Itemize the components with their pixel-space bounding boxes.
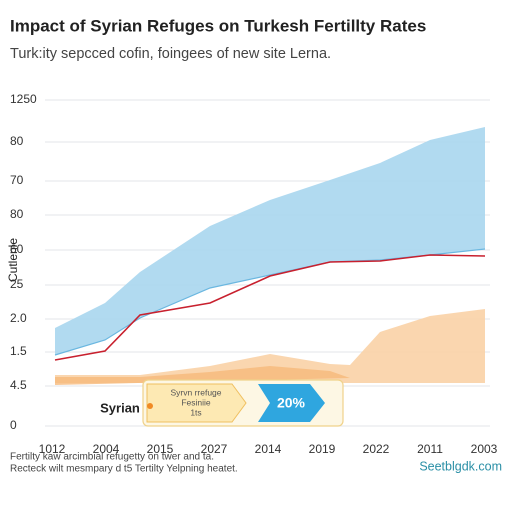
orange-area — [55, 309, 485, 383]
y-tick-label: 80 — [10, 207, 24, 221]
x-tick-label: 2027 — [201, 442, 228, 456]
y-ticks: 1250 80 70 80 60 25 2.0 1.5 4.5 0 — [10, 92, 37, 432]
y-tick-label: 60 — [10, 242, 24, 256]
x-tick-label: 2022 — [363, 442, 390, 456]
subtitle: Turk:ity sepcced cofin, foingees of new … — [10, 46, 331, 62]
badge-text: 20% — [277, 395, 306, 411]
x-tick-label: 2014 — [255, 442, 282, 456]
callout-line: 1ts — [190, 407, 201, 417]
y-tick-label: 2.0 — [10, 311, 27, 325]
footnote: Fertilty kaw arcimbial refugetty on twer… — [10, 452, 214, 463]
x-ticks: 1012 2004 2015 2027 2014 2019 2022 2011 2003 — [39, 442, 498, 456]
y-tick-label: 4.5 — [10, 378, 27, 392]
x-tick-label: 2015 — [147, 442, 174, 456]
title: Impact of Syrian Refuges on Turkesh Fert… — [10, 16, 426, 35]
y-tick-label: 25 — [10, 277, 24, 291]
y-tick-label: 1.5 — [10, 344, 27, 358]
x-tick-label: 2004 — [93, 442, 120, 456]
callout-label: Syrian — [100, 400, 140, 415]
source: Seetblgdk.com — [419, 459, 502, 473]
y-tick-label: 0 — [10, 418, 17, 432]
y-tick-label: 80 — [10, 134, 24, 148]
badge-chevron — [258, 384, 325, 422]
orange-band — [55, 366, 350, 385]
callout-line: Syrvn rrefuge — [170, 387, 221, 397]
x-tick-label: 2019 — [309, 442, 336, 456]
y-tick-label: 1250 — [10, 92, 37, 106]
callout-dot — [147, 403, 153, 409]
x-tick-label: 1012 — [39, 442, 66, 456]
callout-arrow — [146, 383, 247, 423]
callout-line: Fesiniie — [181, 397, 211, 407]
y-axis-label: Cutlenle — [6, 238, 20, 282]
footnote: Recteck wilt mesmpary d t5 Tertilty Yelp… — [10, 464, 238, 475]
y-tick-label: 70 — [10, 173, 24, 187]
x-tick-label: 2003 — [471, 442, 498, 456]
x-tick-label: 2011 — [417, 442, 443, 456]
blue-area — [55, 127, 485, 355]
red-line — [54, 254, 486, 361]
